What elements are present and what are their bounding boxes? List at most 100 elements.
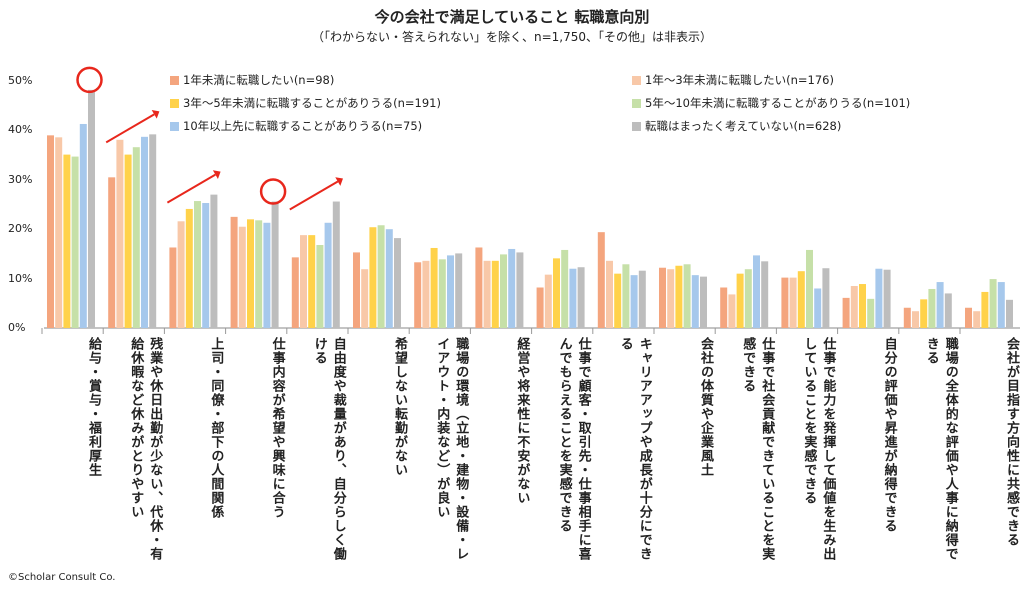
bar [291,257,299,328]
bar [920,299,928,328]
bar [630,275,638,328]
bar [544,274,552,328]
legend-item: 10年以上先に転職することがありうる(n=75) [170,118,422,134]
category-label: 上司・同僚・部下の人間関係 [208,337,224,519]
y-tick-label: 20% [8,222,33,236]
bar [614,273,622,328]
bar [116,139,124,328]
bar [500,254,507,328]
bar [169,247,177,328]
category-label: 仕事で顧客・取引先・仕事相手に喜んでもらえることを実感できる [556,337,591,561]
bar [597,232,605,328]
bar [63,154,71,328]
bar [377,225,385,328]
bar [606,260,613,328]
bar [806,249,813,328]
bar [753,255,760,328]
bar [141,136,148,328]
bar [71,156,79,328]
bar [720,287,728,328]
legend-label: 3年～5年未満に転職することがありうる(n=191) [183,96,441,110]
y-tick-label: 10% [8,271,33,285]
category-label: 希望しない転勤がない [392,337,407,477]
bar [936,282,944,328]
bar [271,201,279,328]
legend-label: 10年以上先に転職することがありうる(n=75) [183,119,423,133]
bar [508,248,516,328]
bar [47,135,54,328]
bar [385,229,393,328]
y-tick-label: 40% [8,123,33,137]
bar [308,235,316,328]
category-label: キャリアアップや成長が十分にできる [617,337,652,561]
bar [667,269,675,328]
category-label: 残業や休日出勤が少ない、代休・有給休暇など休みがとりやすい [128,337,163,561]
trend-arrow-head [212,170,221,179]
y-tick-label: 50% [8,74,33,87]
bar [903,307,911,328]
highlight-circle [76,66,103,94]
bar [210,194,218,328]
bar [638,270,646,328]
bar [981,291,989,328]
bar [79,123,87,328]
category-label: 仕事内容が希望や興味に合う [269,337,285,519]
bar [850,286,858,328]
bar [516,252,524,328]
bar [353,252,360,328]
bar [414,262,422,328]
bar [577,267,585,328]
legend-item: 1年～3年未満に転職したい(n=176) [632,72,834,88]
bar [761,261,769,328]
bar [867,298,875,328]
category-label: 仕事で社会貢献できていることを実感できる [740,337,775,561]
bar [88,89,95,328]
bar [124,154,132,328]
bar [194,201,201,328]
bar [691,275,699,328]
bar [230,216,238,328]
bar [238,226,246,328]
bar [989,279,997,328]
bar [185,208,193,328]
bar [149,134,157,328]
category-label: 会社の体質や企業風土 [698,337,713,477]
category-label: 経営や将来性に不安がない [514,337,530,505]
bar [561,249,569,328]
bar [789,277,797,328]
bar [447,255,454,328]
bar [875,268,883,328]
trend-arrow [105,113,155,144]
bar [744,269,752,328]
copyright-text: ©Scholar Consult Co. [8,572,116,583]
y-tick-label: 30% [8,172,33,186]
bar [132,147,140,328]
bar [332,201,340,328]
bar [842,297,850,328]
bar [997,282,1005,328]
bar [324,222,332,328]
bar [622,264,630,328]
bar [536,287,544,328]
bar [928,288,936,328]
bar [822,268,830,328]
bar [255,220,263,328]
bar [430,247,438,328]
bar [369,227,377,328]
category-label: 会社が目指す方向性に共感できる [1004,337,1019,547]
category-label: 職場の環境（立地・建物・設備・レイアウト・内装など）が良い [434,337,469,561]
bar [728,294,736,328]
bar [438,259,446,328]
bar [1006,299,1013,328]
bar [683,264,691,328]
bar [247,219,254,328]
chart-title: 今の会社で満足していること 転職意向別 [374,8,650,26]
bar [797,271,805,328]
legend-swatch [632,76,641,85]
bar [263,222,271,328]
legend-label: 1年～3年未満に転職したい(n=176) [645,73,834,87]
bar [202,203,210,328]
y-tick-label: 0% [8,321,26,334]
bar [491,260,499,328]
